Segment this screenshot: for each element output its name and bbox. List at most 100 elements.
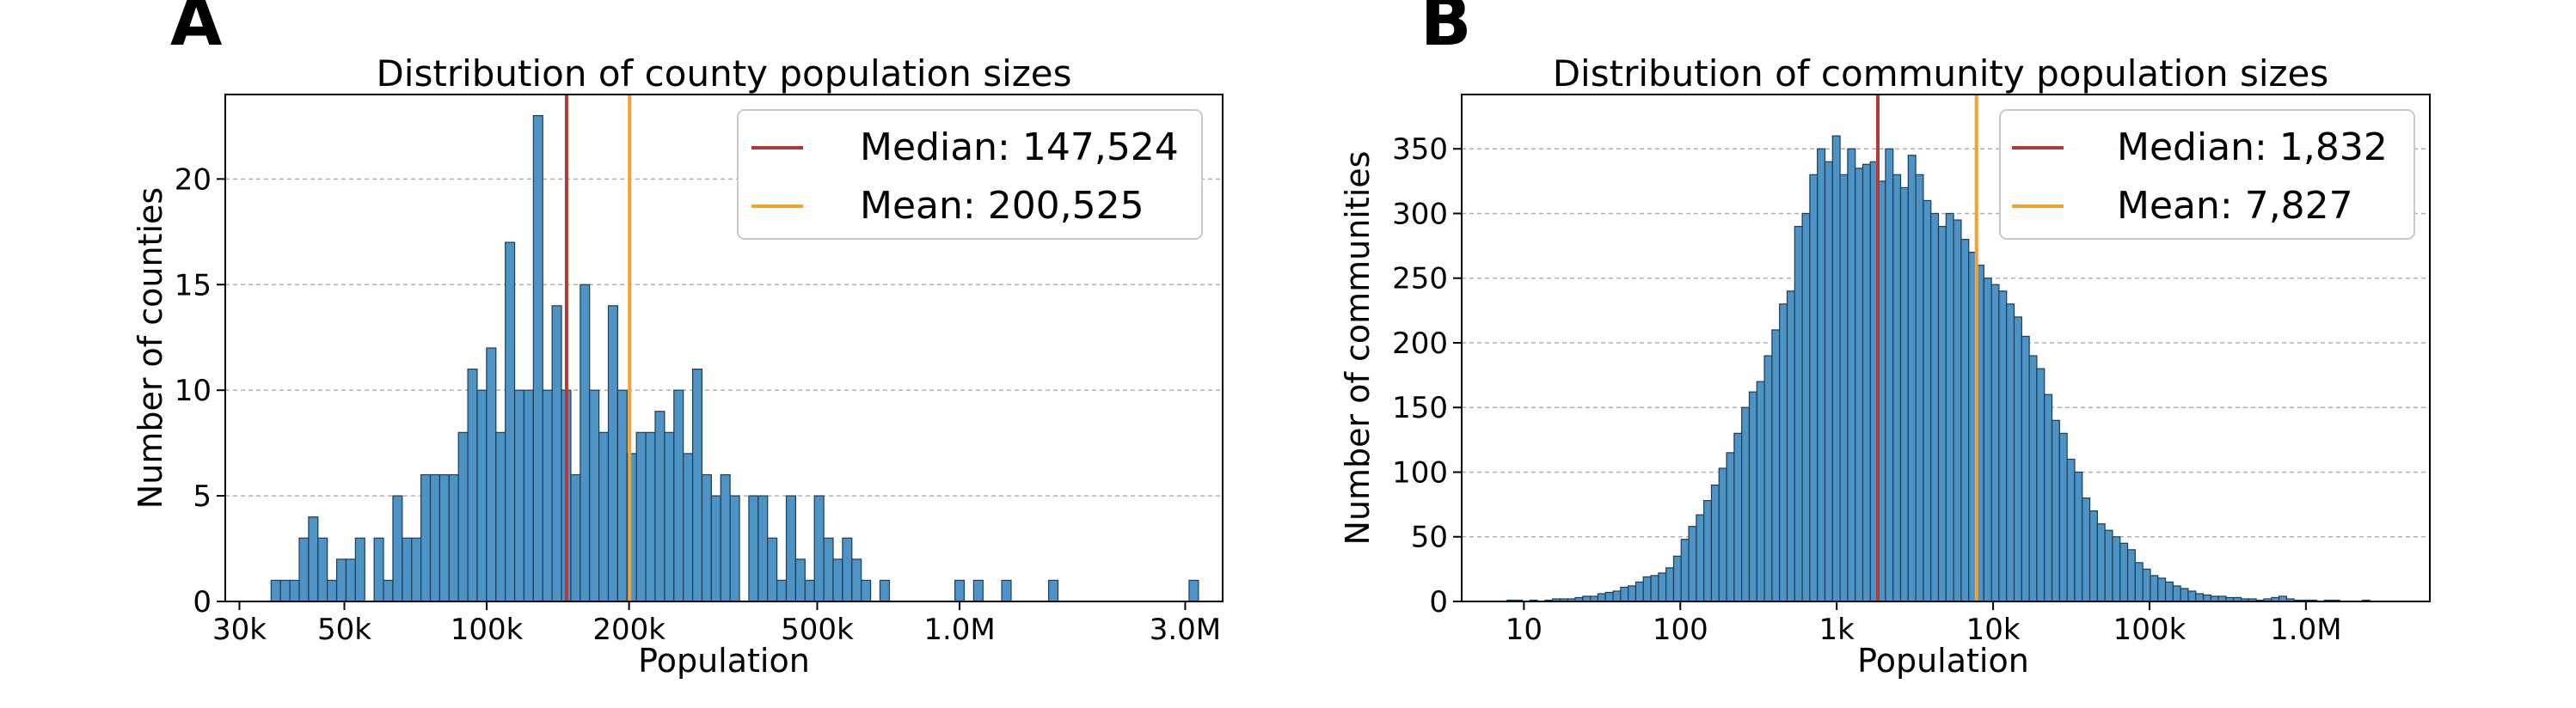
bar-b-72 (2021, 335, 2030, 602)
bar-a-36 (607, 305, 619, 602)
bar-b-57 (1907, 155, 1917, 602)
bar-a-3 (298, 537, 310, 602)
bar-b-33 (1726, 452, 1735, 602)
bar-b-20 (1628, 585, 1637, 602)
bar-b-63 (1953, 219, 1962, 602)
legend-box-b (1999, 109, 2415, 240)
x-tick-label-b-4: 100k (2113, 613, 2187, 647)
bar-b-45 (1817, 148, 1826, 602)
y-tick-label-b-2: 100 (1392, 455, 1448, 490)
y-tick-label-a-4: 20 (175, 162, 212, 197)
bar-b-19 (1620, 586, 1629, 602)
bar-a-42 (664, 431, 675, 602)
bar-b-47 (1831, 135, 1841, 602)
bar-a-60 (832, 558, 843, 602)
bar-b-51 (1861, 163, 1871, 602)
bar-b-68 (1990, 284, 2000, 602)
bar-b-90 (2157, 577, 2167, 602)
bar-a-13 (392, 495, 403, 602)
y-ticks-a: 0 5 10 15 20 (175, 162, 225, 620)
bar-b-82 (2096, 523, 2106, 602)
bar-b-94 (2187, 590, 2197, 602)
y-tick-label-a-3: 15 (175, 268, 212, 302)
x-tick-label-a-2: 100k (451, 613, 524, 647)
x-tick-label-b-3: 10k (1966, 613, 2021, 647)
bar-b-80 (2082, 497, 2091, 602)
bar-a-24 (495, 431, 506, 602)
legend-label-median-a: Median: 147,524 (860, 125, 1179, 169)
bar-a-27 (523, 389, 534, 602)
bar-b-75 (2044, 394, 2053, 602)
x-tick-label-b-1: 100 (1653, 613, 1708, 647)
bar-b-77 (2058, 432, 2068, 602)
bar-b-96 (2202, 594, 2211, 602)
bar-b-27 (1680, 539, 1690, 602)
x-ticks-b: 10 100 1k 10k 100k 1.0M (1506, 601, 2342, 647)
bar-b-61 (1937, 225, 1947, 602)
y-tick-label-a-0: 0 (193, 585, 212, 620)
bar-a-6 (327, 579, 338, 602)
bar-b-60 (1930, 212, 1940, 602)
bar-a-1 (279, 579, 291, 602)
bar-b-79 (2074, 471, 2083, 602)
bar-b-69 (1998, 290, 2008, 602)
y-tick-label-a-2: 10 (175, 374, 212, 408)
bar-b-73 (2028, 355, 2038, 602)
bar-a-61 (842, 537, 853, 602)
x-ticks-a: 30k 50k 100k 200k 500k 1.0M 3.0M (212, 601, 1221, 647)
bar-a-78 (1001, 579, 1012, 602)
reference-lines-a (564, 95, 632, 601)
legend-label-mean-b: Mean: 7,827 (2117, 184, 2353, 228)
legend-b: Median: 1,832 Mean: 7,827 (1999, 109, 2415, 240)
bar-b-46 (1824, 161, 1833, 602)
chart-title-a: Distribution of county population sizes (376, 52, 1071, 95)
plot-frame-a (224, 94, 1224, 602)
bar-b-92 (2172, 585, 2181, 602)
bar-b-41 (1786, 290, 1795, 602)
bar-b-95 (2195, 593, 2205, 602)
bar-a-35 (598, 431, 610, 602)
bar-a-19 (448, 473, 459, 602)
bar-a-62 (851, 558, 862, 602)
bar-a-47 (710, 495, 721, 602)
bar-a-45 (691, 368, 703, 602)
reference-lines-b (1876, 95, 1978, 601)
bar-b-44 (1809, 174, 1819, 602)
bar-a-51 (748, 495, 759, 602)
bar-b-81 (2088, 510, 2098, 602)
bar-b-21 (1635, 581, 1644, 602)
bar-b-40 (1779, 303, 1788, 602)
bar-b-25 (1665, 567, 1675, 602)
bar-a-59 (823, 537, 834, 602)
y-tick-label-b-3: 150 (1392, 391, 1448, 425)
bar-b-84 (2112, 536, 2121, 602)
bar-a-22 (476, 389, 488, 602)
bar-b-88 (2142, 568, 2151, 602)
bar-a-40 (645, 431, 656, 602)
bar-b-62 (1945, 212, 1954, 602)
bar-a-25 (505, 241, 516, 602)
bar-a-65 (879, 579, 890, 602)
panel-letter-a: A (170, 0, 222, 61)
bar-a-28 (532, 114, 543, 602)
bar-b-24 (1658, 572, 1667, 602)
bar-b-76 (2051, 419, 2060, 602)
bar-b-37 (1756, 381, 1765, 602)
bar-a-17 (429, 473, 441, 602)
bar-b-42 (1794, 225, 1803, 602)
bar-b-23 (1650, 575, 1659, 602)
bar-b-17 (1604, 591, 1614, 602)
bar-a-63 (861, 579, 872, 602)
bar-b-32 (1718, 467, 1727, 602)
bars-a (270, 114, 1199, 602)
y-ticks-b: 0 50 100 150 200 250 300 350 (1392, 132, 1462, 620)
bar-b-16 (1597, 593, 1606, 602)
bar-a-5 (317, 537, 328, 602)
bar-b-86 (2126, 549, 2136, 602)
legend-label-median-b: Median: 1,832 (2117, 125, 2388, 169)
bar-a-11 (373, 537, 384, 602)
bar-a-53 (767, 537, 778, 602)
bar-a-57 (804, 579, 815, 602)
y-tick-label-b-4: 200 (1392, 327, 1448, 361)
